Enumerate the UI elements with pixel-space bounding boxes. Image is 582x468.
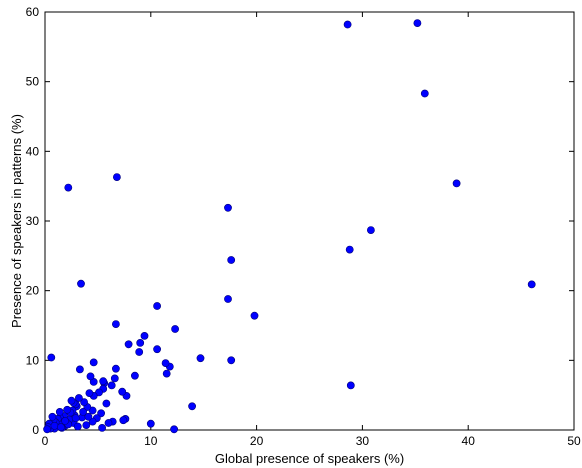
data-point [345, 245, 354, 254]
data-point [50, 421, 59, 430]
plot-area [44, 11, 575, 431]
data-point [112, 364, 120, 373]
data-point [224, 295, 232, 303]
data-point [112, 320, 120, 328]
y-tick-label: 30 [26, 214, 40, 228]
data-points [43, 19, 536, 434]
data-point [82, 421, 91, 429]
data-point [98, 423, 106, 432]
y-tick-label: 60 [26, 5, 40, 19]
data-point [63, 405, 72, 414]
data-point [140, 331, 149, 340]
y-tick-label: 50 [26, 75, 40, 89]
x-tick-label: 30 [356, 434, 370, 448]
data-point [57, 423, 65, 432]
y-axis: 0 10 20 30 40 50 60 [26, 5, 574, 437]
data-point [110, 374, 119, 383]
x-axis: 0 10 20 30 40 50 [42, 12, 581, 448]
data-point [196, 354, 205, 363]
data-point [124, 340, 133, 349]
data-point [346, 381, 355, 390]
data-point [343, 20, 352, 29]
data-point [71, 414, 80, 423]
data-point [146, 419, 155, 428]
data-point [102, 399, 111, 408]
data-point [85, 389, 94, 397]
y-tick-label: 0 [32, 423, 39, 437]
data-point [170, 425, 178, 434]
data-point [99, 377, 108, 386]
data-point [171, 325, 179, 333]
data-point [413, 19, 422, 27]
data-point [73, 422, 82, 431]
data-point [104, 419, 113, 427]
data-point [61, 416, 69, 425]
data-point [224, 203, 232, 212]
x-tick-label: 20 [250, 434, 264, 448]
data-point [86, 372, 95, 381]
data-point [250, 311, 259, 320]
data-point [79, 407, 87, 416]
y-tick-label: 20 [26, 284, 40, 298]
data-point [452, 179, 461, 188]
x-tick-label: 10 [144, 434, 158, 448]
data-point [47, 353, 56, 362]
data-point [76, 365, 84, 374]
data-point [188, 402, 196, 411]
data-point [153, 302, 161, 310]
data-point [227, 356, 236, 365]
data-point [55, 407, 64, 416]
data-point [420, 89, 429, 98]
data-point [67, 396, 76, 405]
data-point [75, 394, 83, 402]
data-point [119, 416, 128, 425]
data-point [135, 348, 144, 356]
data-point [77, 279, 85, 288]
data-point [130, 371, 139, 380]
y-axis-label: Presence of speakers in patterns (%) [9, 114, 24, 328]
x-tick-label: 40 [462, 434, 476, 448]
data-point [527, 280, 536, 289]
data-point [161, 359, 170, 367]
data-point [118, 387, 127, 396]
data-point [107, 381, 116, 390]
x-tick-label: 50 [567, 434, 581, 448]
data-point [153, 345, 161, 354]
data-point [136, 338, 145, 347]
data-point [48, 412, 57, 421]
data-point [80, 398, 88, 406]
y-tick-label: 10 [26, 353, 40, 367]
data-point [64, 183, 73, 192]
data-point [113, 173, 121, 181]
x-axis-label: Global presence of speakers (%) [215, 451, 404, 466]
data-point [162, 369, 171, 378]
x-tick-label: 0 [42, 434, 49, 448]
y-tick-label: 40 [26, 144, 40, 158]
data-point [366, 226, 375, 234]
data-point [97, 409, 105, 418]
data-point [84, 412, 93, 421]
data-point [89, 358, 98, 367]
data-point [227, 256, 236, 264]
data-point [43, 425, 51, 434]
